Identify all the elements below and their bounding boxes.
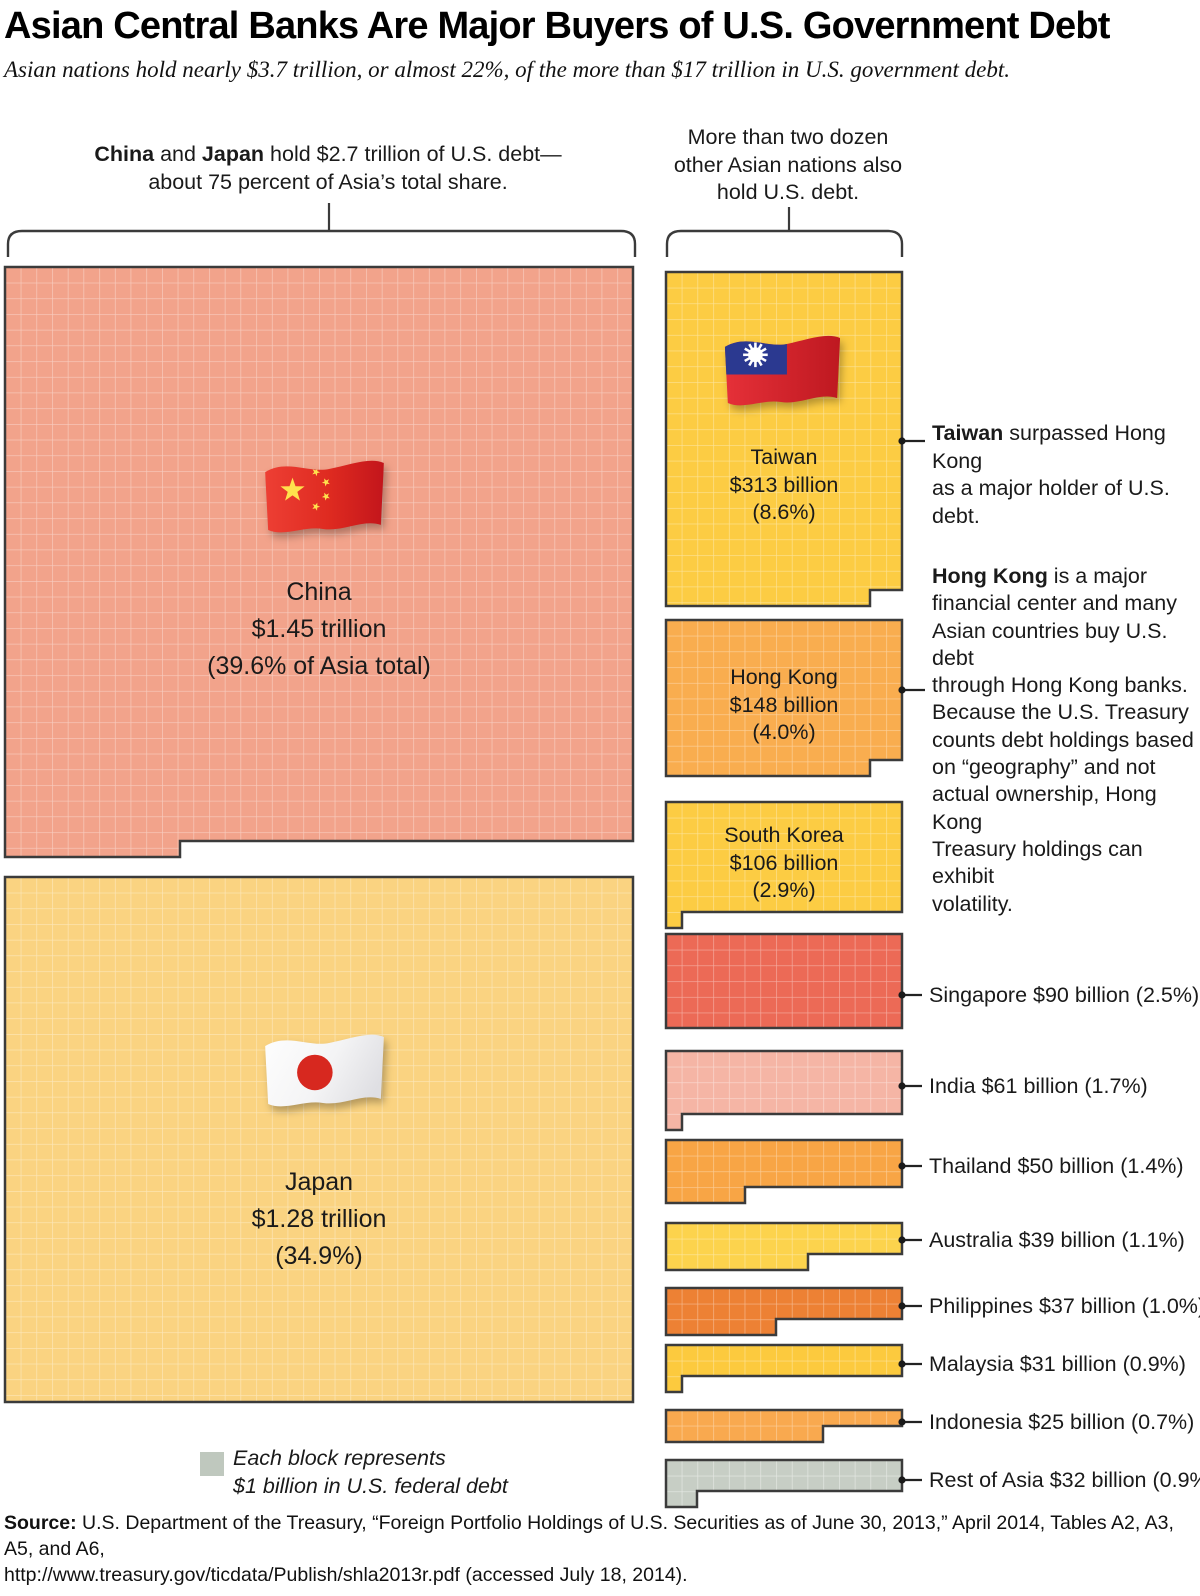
philippines-block bbox=[664, 1286, 904, 1337]
japan-label: Japan $1.28 trillion (34.9%) bbox=[5, 1164, 633, 1275]
japan-share: (34.9%) bbox=[275, 1242, 363, 1270]
taiwan-label: Taiwan $313 billion (8.6%) bbox=[666, 444, 902, 527]
legend-text: Each block represents $1 billion in U.S.… bbox=[233, 1446, 508, 1498]
japan-value: $1.28 trillion bbox=[251, 1205, 387, 1233]
other-nations-bracket bbox=[665, 229, 904, 257]
callout-australia: Australia $39 billion (1.1%) bbox=[929, 1228, 1185, 1252]
legend-block-swatch-icon bbox=[200, 1452, 224, 1476]
china-block bbox=[3, 265, 635, 859]
japan-name: Japan bbox=[284, 1168, 354, 1196]
taiwan-share: (8.6%) bbox=[752, 500, 816, 524]
china-flag-icon bbox=[265, 460, 384, 533]
callout-philippines: Philippines $37 billion (1.0%) bbox=[929, 1294, 1200, 1318]
taiwan-note: Taiwan surpassed Hong Kong as a major ho… bbox=[932, 421, 1170, 528]
page-subtitle: Asian nations hold nearly $3.7 trillion,… bbox=[4, 57, 1010, 82]
south-korea-value: $106 billion bbox=[729, 850, 839, 875]
india-block bbox=[664, 1049, 904, 1132]
malaysia-block bbox=[664, 1343, 904, 1394]
source-note: Source: U.S. Department of the Treasury,… bbox=[4, 1512, 1174, 1586]
page-title: Asian Central Banks Are Major Buyers of … bbox=[4, 5, 1110, 47]
hong-kong-share: (4.0%) bbox=[752, 720, 816, 744]
japan-block bbox=[3, 875, 635, 1404]
japan-flag-icon bbox=[265, 1034, 384, 1107]
hong-kong-block bbox=[664, 618, 904, 778]
callout-india: India $61 billion (1.7%) bbox=[929, 1074, 1148, 1098]
callout-indonesia: Indonesia $25 billion (0.7%) bbox=[929, 1410, 1195, 1434]
hong-kong-name: Hong Kong bbox=[730, 665, 838, 689]
china-japan-bracket bbox=[6, 229, 637, 257]
hong-kong-label: Hong Kong $148 billion (4.0%) bbox=[666, 664, 902, 747]
china-japan-annotation-line1: China and Japan hold $2.7 trillion of U.… bbox=[94, 142, 562, 166]
china-name: China bbox=[286, 578, 352, 606]
taiwan-block bbox=[664, 270, 904, 608]
taiwan-value: $313 billion bbox=[729, 472, 839, 497]
taiwan-flag-icon bbox=[724, 335, 841, 406]
callout-malaysia: Malaysia $31 billion (0.9%) bbox=[929, 1352, 1186, 1376]
south-korea-label: South Korea $106 billion (2.9%) bbox=[666, 822, 902, 905]
callout-thailand: Thailand $50 billion (1.4%) bbox=[929, 1154, 1184, 1178]
south-korea-block bbox=[664, 800, 904, 930]
china-japan-annotation-line2: about 75 percent of Asia’s total share. bbox=[148, 169, 508, 194]
callout-lines bbox=[901, 439, 925, 1482]
callout-singapore: Singapore $90 billion (2.5%) bbox=[929, 983, 1200, 1007]
indonesia-block bbox=[664, 1408, 904, 1444]
hong-kong-value: $148 billion bbox=[729, 692, 839, 717]
callout-rest-of-asia: Rest of Asia $32 billion (0.9%) bbox=[929, 1468, 1200, 1492]
rest-of-asia-block bbox=[664, 1458, 904, 1509]
hong-kong-note: Hong Kong is a major financial center an… bbox=[932, 564, 1194, 916]
south-korea-share: (2.9%) bbox=[752, 878, 816, 902]
singapore-block bbox=[664, 932, 904, 1030]
callout-dots bbox=[898, 437, 906, 1484]
thailand-block bbox=[664, 1138, 904, 1205]
china-value: $1.45 trillion bbox=[251, 615, 387, 643]
china-japan-annotation: China and Japan hold $2.7 trillion of U.… bbox=[78, 141, 578, 196]
china-label: China $1.45 trillion (39.6% of Asia tota… bbox=[5, 574, 633, 685]
australia-block bbox=[664, 1221, 904, 1272]
china-share: (39.6% of Asia total) bbox=[207, 652, 431, 680]
taiwan-name: Taiwan bbox=[750, 445, 818, 469]
other-nations-annotation: More than two dozen other Asian nations … bbox=[673, 125, 903, 204]
south-korea-name: South Korea bbox=[724, 823, 844, 847]
